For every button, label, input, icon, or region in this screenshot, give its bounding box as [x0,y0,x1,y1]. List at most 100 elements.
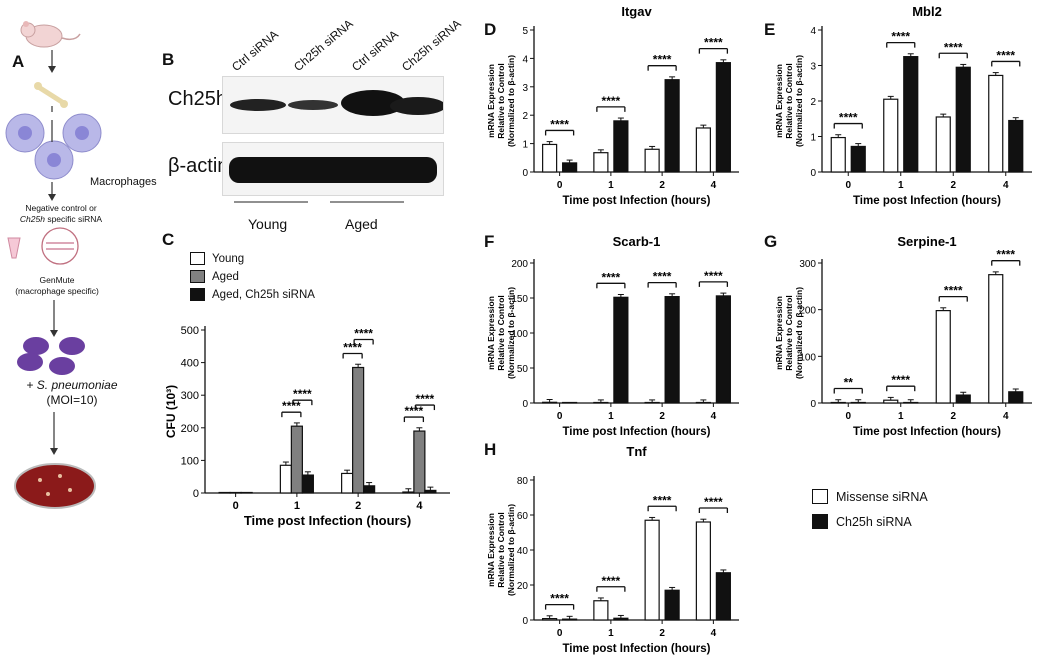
y-tick-label: 50 [517,364,529,375]
significance-bracket: **** [991,48,1021,67]
bar-h-1-2 [664,589,680,621]
x-axis-label: Time post Infection (hours) [562,426,710,438]
mouse-icon [20,21,81,48]
legend-c: Young Aged Aged, Ch25h siRNA [190,252,315,301]
y-tick-label: 40 [517,546,529,557]
x-tick-label: 0 [845,180,851,191]
significance-bracket: ** [833,376,863,394]
significance-label: **** [653,493,672,507]
significance-bracket: **** [414,392,436,411]
y-axis-label-line: mRNA Expression [774,64,784,138]
bar-h-1-3 [715,572,731,621]
significance-label: **** [354,326,373,340]
chart-title-e: Mbl2 [912,4,942,19]
y-tick-label: 0 [522,616,528,627]
lane-label-1: Ctrl siRNA [229,27,281,74]
x-tick-label: 4 [1003,180,1009,191]
y-tick-label: 1 [810,133,816,144]
significance-bracket: **** [886,373,916,392]
significance-label: **** [293,387,312,401]
y-axis-label-line: CFU (10³) [164,385,178,438]
y-axis-label-line: Relative to Control [784,295,794,371]
bar-g-0-3 [988,274,1004,404]
bar-c-0-2 [341,472,354,494]
legend-h: Missense siRNA Ch25h siRNA [812,489,928,529]
y-axis-label-line: mRNA Expression [774,296,784,370]
bar-h-0-1 [593,600,609,621]
y-tick-label: 4 [810,26,816,37]
bar-c-1-3 [413,430,426,494]
bar-e-1-2 [955,66,971,173]
x-tick-label: 0 [557,180,563,191]
y-tick-label: 0 [810,168,816,179]
significance-label: **** [282,399,301,413]
y-tick-label: 100 [511,329,528,340]
sirna-line2: specific siRNA [44,214,103,224]
bar-c-1-0 [229,491,242,494]
y-axis-label: mRNA Expression Relative to Control (Norma… [774,287,804,379]
significance-label: **** [550,117,569,131]
y-axis-label-line: (Normalized to β-actin) [794,287,804,379]
significance-bracket: **** [342,340,363,359]
legend-swatch-young [190,252,205,265]
y-tick-label: 3 [522,83,528,94]
pathogen-label: + S. pneumoniae (MOI=10) [22,378,122,408]
y-tick-label: 500 [181,325,199,337]
bar-f-1-3 [715,295,731,404]
significance-label: **** [550,592,569,606]
blot-group-young: Young [248,216,288,232]
bar-d-0-0 [542,143,558,173]
bar-e-0-2 [935,116,951,173]
bar-e-1-3 [1008,119,1024,173]
significance-bracket: **** [647,493,677,512]
significance-bracket: **** [596,574,626,592]
panel-letter-h: H [484,440,497,459]
macrophage-cells-icon [5,113,102,180]
bar-g-1-0 [850,401,866,404]
panel-letter-a: A [12,52,25,71]
significance-bracket: **** [938,40,968,59]
x-axis-label: Time post Infection (hours) [562,195,710,207]
chart-title-g: Serpine-1 [897,234,956,249]
significance-label: **** [891,373,910,387]
y-axis-label-line: mRNA Expression [486,513,496,587]
legend-label-missense: Missense siRNA [836,489,928,504]
bar-h-1-0 [562,618,578,621]
bar-d-0-2 [644,148,660,173]
significance-bracket: **** [938,284,968,302]
genmute-tube-icon [7,227,79,265]
legend-label-young: Young [212,252,245,265]
genmute-line2: (macrophage specific) [15,286,99,296]
significance-bracket: **** [886,30,916,48]
x-tick-label: 4 [416,500,423,512]
sirna-label: Negative control or Ch25h specific siRNA [16,203,106,225]
significance-bracket: **** [698,36,729,54]
bar-d-0-1 [593,152,609,173]
significance-label: **** [343,340,362,354]
bar-d-0-3 [695,127,711,173]
bar-c-1-1 [290,425,303,494]
legend-label-aged: Aged [212,270,239,283]
x-tick-label: 1 [898,411,904,422]
y-axis-label-line: (Normalized to β-actin) [506,55,516,147]
bar-h-0-3 [695,521,711,621]
significance-bracket: **** [596,94,626,112]
significance-label: **** [416,392,435,406]
significance-label: **** [704,36,723,50]
petri-dish-icon [14,463,96,509]
bar-g-1-1 [903,401,919,404]
y-tick-label: 200 [511,259,528,270]
bar-g-0-2 [935,309,951,404]
bar-c-2-1 [301,474,314,494]
bar-f-0-2 [644,401,660,404]
y-tick-label: 4 [522,54,528,65]
bar-f-0-0 [542,401,558,404]
bone-icon [34,82,68,108]
legend-item-missense: Missense siRNA [812,489,928,504]
y-tick-label: 100 [181,455,199,467]
genmute-label: GenMute (macrophage specific) [2,275,112,297]
blot-row-label-ch25h: Ch25h [168,88,227,110]
lane-label-2: Ch25h siRNA [291,16,356,74]
